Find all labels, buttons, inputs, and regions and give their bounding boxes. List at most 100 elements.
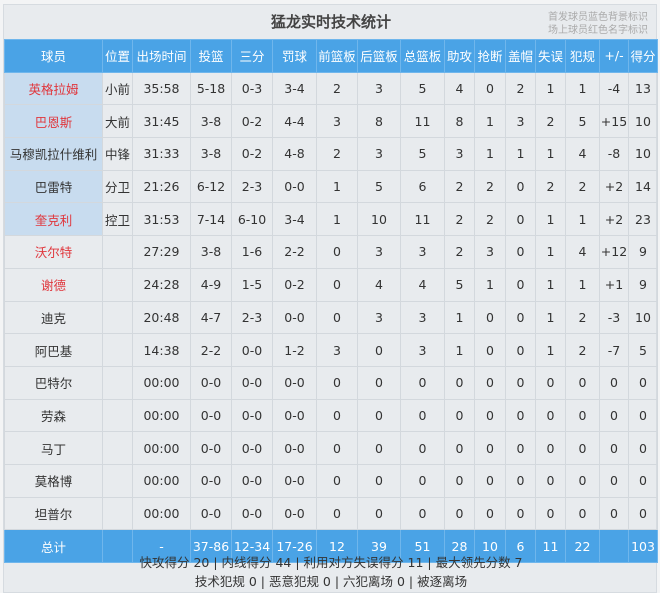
stat-cell: 0 [535, 398, 566, 433]
stat-cell: -8 [599, 137, 629, 171]
total-cell: 17-26 [272, 529, 317, 563]
column-header[interactable]: 后篮板 [357, 39, 401, 73]
stat-cell: 0 [357, 463, 401, 498]
stat-cell: 0-0 [231, 333, 273, 367]
stat-cell: +2 [599, 202, 629, 237]
stat-cell: 0 [400, 431, 445, 465]
player-name[interactable]: 巴特尔 [4, 365, 103, 400]
stat-cell: 0-0 [231, 431, 273, 465]
table-row: 坦普尔 00:00 0-0 0-0 0-0 0 0 0 0 0 0 0 0 0 0 [4, 496, 658, 531]
column-header[interactable]: 盖帽 [505, 39, 536, 73]
stat-cell: 9 [628, 235, 658, 269]
player-name[interactable]: 莫格博 [4, 463, 103, 498]
player-name[interactable]: 马丁 [4, 431, 103, 465]
column-header[interactable]: 前篮板 [316, 39, 358, 73]
stat-cell: -3 [599, 300, 629, 335]
column-header[interactable]: 罚球 [272, 39, 317, 73]
player-name[interactable]: 巴雷特 [4, 169, 103, 204]
table-row: 阿巴基 14:38 2-2 0-0 1-2 3 0 3 1 0 0 1 2 -7 5 [4, 333, 658, 367]
total-cell: 39 [357, 529, 401, 563]
player-name[interactable]: 巴恩斯 [4, 104, 103, 139]
stat-cell: 21:26 [132, 169, 191, 204]
stat-cell: 1 [535, 137, 566, 171]
stat-cell: 4-7 [190, 300, 232, 335]
column-header[interactable]: 得分 [628, 39, 658, 73]
column-header[interactable]: 出场时间 [132, 39, 191, 73]
stat-cell: -4 [599, 71, 629, 106]
column-header[interactable]: 球员 [4, 39, 103, 73]
column-header[interactable]: 总篮板 [400, 39, 445, 73]
player-name[interactable]: 坦普尔 [4, 496, 103, 531]
stat-cell: 2-2 [190, 333, 232, 367]
player-name[interactable]: 阿巴基 [4, 333, 103, 367]
stat-cell: +1 [599, 267, 629, 302]
column-header[interactable]: 三分 [231, 39, 273, 73]
stat-cell: 0-2 [231, 104, 273, 139]
stat-cell: 0 [628, 431, 658, 465]
legend-starter: 首发球员蓝色背景标识 [548, 12, 648, 23]
stat-cell: 5 [400, 137, 445, 171]
stat-cell: 00:00 [132, 463, 191, 498]
stat-cell: 2 [565, 169, 600, 204]
player-name[interactable]: 劳森 [4, 398, 103, 433]
table-row: 马穆凯拉什维利 中锋 31:33 3-8 0-2 4-8 2 3 5 3 1 1 1 4 -8 10 [4, 137, 658, 171]
stat-cell: 3 [357, 235, 401, 269]
table-row: 迪克 20:48 4-7 2-3 0-0 0 3 3 1 0 0 1 2 -3 10 [4, 300, 658, 335]
stat-cell: 1 [444, 300, 475, 335]
column-header[interactable]: +/- [599, 39, 629, 73]
player-name[interactable]: 谢德 [4, 267, 103, 302]
position: 控卫 [102, 202, 133, 237]
player-name[interactable]: 迪克 [4, 300, 103, 335]
stat-cell: 0 [474, 431, 506, 465]
column-header[interactable]: 抢断 [474, 39, 506, 73]
stat-cell: 5 [357, 169, 401, 204]
position [102, 300, 133, 335]
stat-cell: 0 [535, 463, 566, 498]
stat-cell: 11 [400, 202, 445, 237]
stat-cell: 2 [535, 169, 566, 204]
stat-cell: 0 [444, 431, 475, 465]
column-header[interactable]: 位置 [102, 39, 133, 73]
stat-cell: 0 [474, 333, 506, 367]
stat-cell: 1 [535, 235, 566, 269]
column-header[interactable]: 投篮 [190, 39, 232, 73]
stat-cell: 0 [444, 496, 475, 531]
stat-cell: 0 [316, 300, 358, 335]
column-header[interactable]: 助攻 [444, 39, 475, 73]
stat-cell: 4 [444, 71, 475, 106]
stat-cell: 0-0 [231, 463, 273, 498]
stat-cell: 20:48 [132, 300, 191, 335]
total-cell: 12 [316, 529, 358, 563]
stat-cell: 4-9 [190, 267, 232, 302]
stat-cell: 6-10 [231, 202, 273, 237]
table-row: 巴特尔 00:00 0-0 0-0 0-0 0 0 0 0 0 0 0 0 0 0 [4, 365, 658, 400]
stat-cell: 10 [628, 104, 658, 139]
stat-cell: 1 [535, 300, 566, 335]
stat-cell: 00:00 [132, 365, 191, 400]
stat-cell: 6-12 [190, 169, 232, 204]
stat-cell: 2 [505, 71, 536, 106]
table-row: 沃尔特 27:29 3-8 1-6 2-2 0 3 3 2 3 0 1 4 +12 9 [4, 235, 658, 269]
column-header[interactable]: 犯规 [565, 39, 600, 73]
column-header[interactable]: 失误 [535, 39, 566, 73]
player-name[interactable]: 英格拉姆 [4, 71, 103, 106]
player-name[interactable]: 奎克利 [4, 202, 103, 237]
stat-cell: 2-2 [272, 235, 317, 269]
stat-cell: 3 [357, 71, 401, 106]
player-name[interactable]: 沃尔特 [4, 235, 103, 269]
stat-cell: 0 [444, 398, 475, 433]
stat-cell: 2 [444, 169, 475, 204]
stat-cell: 3 [444, 137, 475, 171]
summary-footer: 快攻得分 20 | 内线得分 44 | 利用对方失误得分 11 | 最大领先分数… [4, 550, 658, 591]
stat-cell: 2 [474, 202, 506, 237]
stat-cell: 3 [474, 235, 506, 269]
total-cell: 37-86 [190, 529, 232, 563]
stat-cell: 0 [535, 431, 566, 465]
stat-cell: 2 [444, 202, 475, 237]
player-name[interactable]: 马穆凯拉什维利 [4, 137, 103, 171]
summary-line: 技术犯规 0 | 恶意犯规 0 | 六犯离场 0 | 被逐离场 [194, 574, 468, 589]
stat-cell: 0 [599, 463, 629, 498]
stat-cell: 8 [444, 104, 475, 139]
stat-cell: 4 [565, 235, 600, 269]
stat-cell: 0 [565, 431, 600, 465]
